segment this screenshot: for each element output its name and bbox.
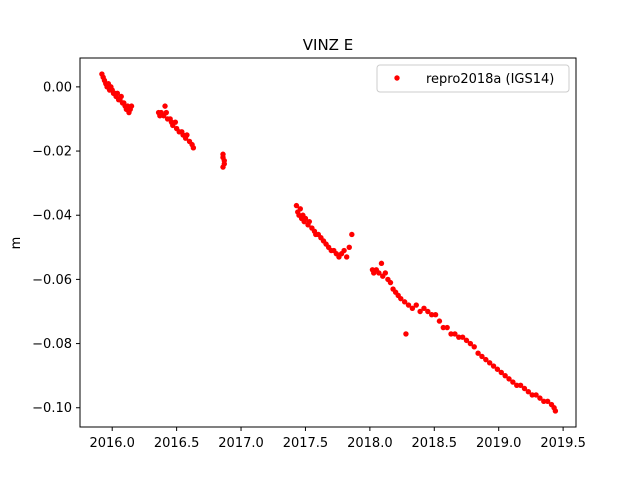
data-point: [467, 340, 474, 347]
data-point: [552, 408, 559, 414]
x-tick-label: 2016.0: [89, 436, 135, 451]
data-point: [429, 312, 435, 318]
x-tick-label: 2017.5: [283, 436, 329, 451]
data-point: [382, 270, 389, 276]
data-point: [306, 218, 313, 225]
data-point: [349, 231, 355, 238]
data-point: [479, 353, 485, 360]
data-point: [471, 344, 477, 350]
data-point: [128, 103, 135, 109]
data-point: [403, 331, 409, 337]
legend-frame: [376, 64, 570, 93]
y-tick-label: −0.06: [32, 273, 72, 288]
data-point: [456, 334, 462, 340]
data-point: [502, 372, 508, 379]
x-tick-label: 2016.5: [154, 436, 200, 451]
legend-marker: [394, 75, 400, 81]
data-point: [514, 382, 520, 388]
data-point: [302, 215, 309, 222]
data-point: [510, 379, 516, 385]
data-point: [544, 398, 551, 405]
y-axis-label: m: [9, 237, 24, 250]
data-point: [541, 398, 547, 405]
y-tick-label: 0.00: [43, 80, 72, 95]
data-point: [293, 202, 300, 209]
data-point: [463, 337, 470, 344]
data-point: [114, 90, 121, 97]
x-tick-label: 2017.0: [218, 436, 264, 451]
legend: repro2018a (IGS14): [376, 64, 570, 93]
data-point: [533, 392, 539, 398]
y-tick-label: −0.02: [32, 145, 72, 160]
data-point: [378, 260, 385, 267]
x-tick-label: 2019.0: [476, 436, 522, 451]
y-tick-label: −0.10: [32, 401, 72, 416]
data-point: [417, 308, 423, 315]
data-point: [506, 376, 512, 382]
data-point: [172, 119, 179, 125]
plot-area-frame: [79, 57, 577, 428]
data-point: [521, 385, 528, 392]
data-point: [440, 324, 446, 331]
data-point: [421, 305, 427, 311]
y-tick-label: −0.08: [32, 337, 72, 352]
data-point: [297, 206, 303, 212]
data-point: [398, 295, 404, 302]
x-tick-label: 2018.0: [347, 436, 393, 451]
data-point: [387, 279, 394, 286]
data-point: [486, 360, 493, 366]
x-axis-ticks: 2016.0 2016.5 2017.0 2017.5 2018.0 2018.5 2019…: [89, 427, 586, 451]
data-point: [436, 318, 443, 324]
data-point: [459, 334, 466, 340]
data-point: [537, 395, 543, 401]
data-point: [343, 254, 350, 260]
data-point: [184, 132, 190, 138]
data-point: [494, 366, 501, 372]
data-point: [163, 109, 170, 116]
data-point: [413, 302, 419, 308]
data-point: [448, 331, 454, 337]
y-tick-label: −0.04: [32, 209, 72, 224]
data-point: [444, 324, 450, 331]
data-points: [99, 71, 559, 414]
data-point: [525, 389, 532, 395]
data-point: [517, 382, 524, 388]
chart-title: VINZ E: [303, 36, 353, 54]
x-tick-label: 2018.5: [412, 436, 458, 451]
data-point: [162, 103, 168, 109]
data-point: [475, 350, 481, 356]
data-point: [432, 312, 439, 318]
data-point: [341, 247, 347, 254]
legend-label: repro2018a (IGS14): [426, 72, 554, 87]
data-point: [498, 369, 504, 376]
data-point: [452, 331, 458, 337]
data-point: [190, 145, 197, 151]
data-point: [376, 270, 382, 276]
data-point: [401, 299, 408, 305]
data-point: [346, 244, 352, 251]
data-point: [490, 363, 497, 369]
data-point: [409, 305, 416, 311]
data-point: [118, 93, 124, 100]
data-point: [405, 302, 412, 308]
x-tick-label: 2019.5: [540, 436, 586, 451]
data-point: [220, 164, 226, 170]
data-point: [425, 308, 431, 315]
data-point: [529, 392, 535, 398]
data-point: [483, 356, 489, 363]
y-axis-ticks: 0.00 −0.02 −0.04 −0.06 −0.08 −0.10: [32, 80, 80, 416]
